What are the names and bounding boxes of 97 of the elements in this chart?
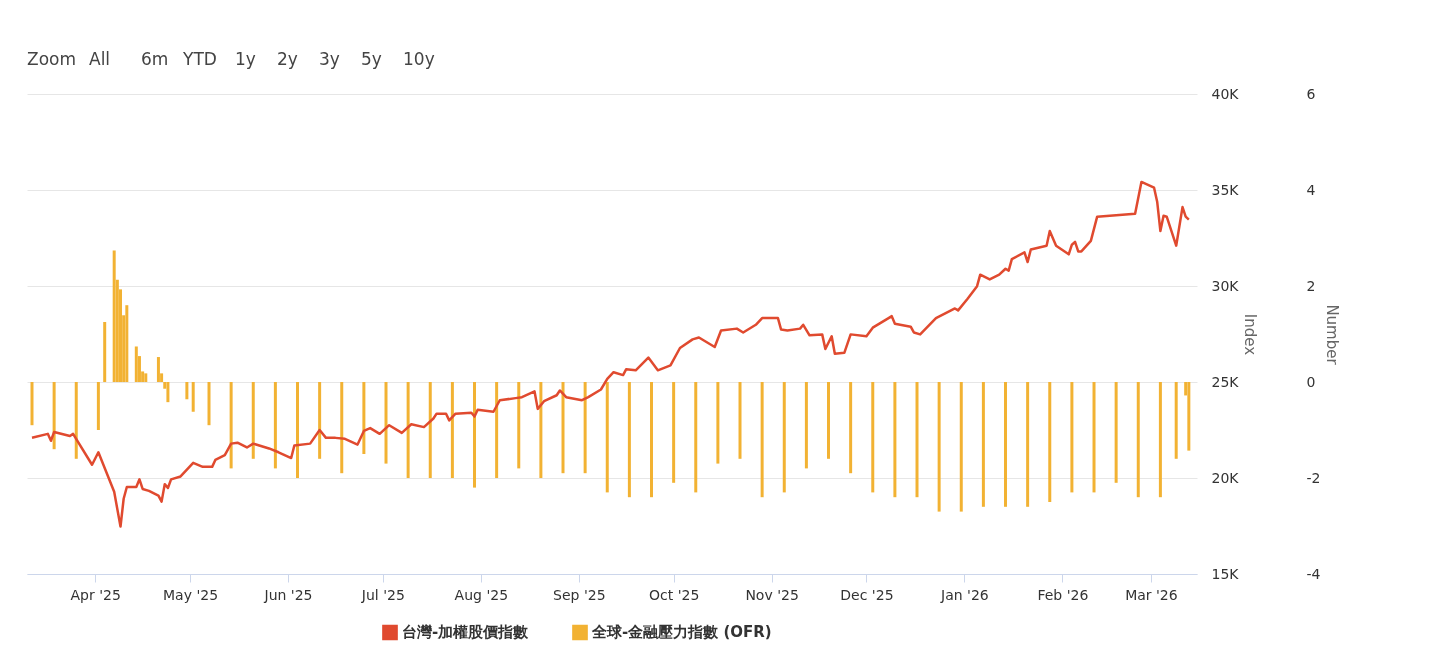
bar bbox=[1158, 382, 1162, 498]
y2-tick-label: -4 bbox=[1306, 565, 1321, 582]
x-tick-label: Sep '25 bbox=[553, 586, 606, 603]
bar bbox=[96, 382, 100, 430]
bar bbox=[1026, 382, 1030, 507]
y2-tick-label: 6 bbox=[1306, 85, 1316, 102]
y-tick-label: 20K bbox=[1211, 469, 1240, 486]
bar bbox=[251, 382, 255, 459]
bar bbox=[827, 382, 831, 459]
bar bbox=[760, 382, 764, 498]
bar bbox=[296, 382, 299, 478]
x-tick-label: Jun '25 bbox=[263, 586, 313, 603]
x-tick-label: May '25 bbox=[163, 586, 219, 603]
y-tick-label: 40K bbox=[1211, 85, 1240, 102]
bar bbox=[959, 382, 963, 512]
bar bbox=[318, 382, 322, 459]
x-tick-label: Mar '26 bbox=[1125, 586, 1178, 603]
text: Zoom bbox=[27, 49, 77, 69]
bar bbox=[627, 382, 631, 498]
bar bbox=[650, 382, 654, 498]
y2-tick-label: 2 bbox=[1306, 277, 1316, 294]
bar bbox=[166, 382, 170, 403]
bar bbox=[52, 382, 56, 450]
line-series bbox=[30, 180, 1191, 528]
y2-tick-label: -2 bbox=[1306, 469, 1321, 486]
bar bbox=[893, 382, 897, 498]
bar bbox=[672, 382, 676, 483]
bar bbox=[134, 346, 138, 382]
bar bbox=[1174, 382, 1178, 459]
y-tick-label: 30K bbox=[1211, 277, 1240, 294]
bar bbox=[804, 382, 808, 469]
text: YTD bbox=[182, 49, 217, 69]
bar bbox=[561, 382, 565, 474]
bar bbox=[981, 382, 985, 507]
bar bbox=[74, 382, 78, 459]
bar bbox=[428, 382, 432, 478]
bar bbox=[738, 382, 742, 459]
bar bbox=[716, 382, 720, 464]
text: 3y bbox=[319, 49, 340, 69]
text: 2y bbox=[277, 49, 298, 69]
y-tick-label: 15K bbox=[1211, 565, 1240, 582]
text: 6m bbox=[141, 49, 169, 69]
bar bbox=[539, 382, 543, 478]
x-tick-label: Dec '25 bbox=[840, 586, 894, 603]
x-tick-label: Jan '26 bbox=[940, 586, 989, 603]
bar bbox=[495, 382, 499, 478]
x-tick-label: Apr '25 bbox=[70, 586, 121, 603]
bar bbox=[694, 382, 698, 493]
bar bbox=[1136, 382, 1140, 498]
bar bbox=[450, 382, 454, 478]
bar bbox=[871, 382, 875, 493]
y-tick-label: 25K bbox=[1211, 373, 1240, 390]
bar bbox=[103, 322, 107, 382]
x-tick-label: Feb '26 bbox=[1037, 586, 1089, 603]
text: 1y bbox=[235, 49, 256, 69]
bar bbox=[362, 382, 366, 454]
bar bbox=[1070, 382, 1074, 493]
bar bbox=[406, 382, 410, 478]
bar bbox=[849, 382, 853, 474]
bar bbox=[583, 382, 587, 474]
bar bbox=[112, 250, 116, 382]
bar bbox=[1004, 382, 1008, 507]
text: All bbox=[89, 49, 111, 69]
bar bbox=[473, 382, 477, 488]
bar bbox=[915, 382, 919, 498]
bar bbox=[185, 382, 189, 400]
bar bbox=[125, 305, 129, 382]
bar bbox=[937, 382, 941, 512]
bar bbox=[517, 382, 521, 469]
bar bbox=[782, 382, 786, 493]
text: 5y bbox=[361, 49, 382, 69]
bar bbox=[605, 382, 609, 493]
bar bbox=[1048, 382, 1052, 502]
bar bbox=[156, 357, 160, 382]
legend-label: 全球-金融壓力指數 (OFR) bbox=[591, 623, 772, 642]
bar bbox=[1092, 382, 1096, 493]
bar bbox=[340, 382, 344, 474]
y2-tick-label: 4 bbox=[1306, 181, 1316, 198]
bar bbox=[1187, 382, 1191, 451]
y2-axis-title: Number bbox=[1323, 304, 1342, 366]
y-tick-label: 35K bbox=[1211, 181, 1240, 198]
x-tick-label: Nov '25 bbox=[745, 586, 799, 603]
bar bbox=[207, 382, 211, 426]
bar bbox=[273, 382, 277, 469]
y2-tick-label: 0 bbox=[1306, 373, 1316, 390]
legend-label: 台灣-加權股價指數 bbox=[402, 623, 530, 642]
bar bbox=[144, 373, 148, 382]
bar bbox=[191, 382, 195, 412]
x-tick-label: Oct '25 bbox=[648, 586, 700, 603]
bar bbox=[1114, 382, 1118, 483]
x-tick-label: Aug '25 bbox=[454, 586, 509, 603]
bar bbox=[229, 382, 233, 469]
x-tick-label: Jul '25 bbox=[360, 586, 405, 603]
y-axis-title: Index bbox=[1241, 313, 1260, 356]
bar bbox=[30, 382, 34, 426]
bar bbox=[384, 382, 388, 464]
text: 10y bbox=[403, 49, 435, 69]
